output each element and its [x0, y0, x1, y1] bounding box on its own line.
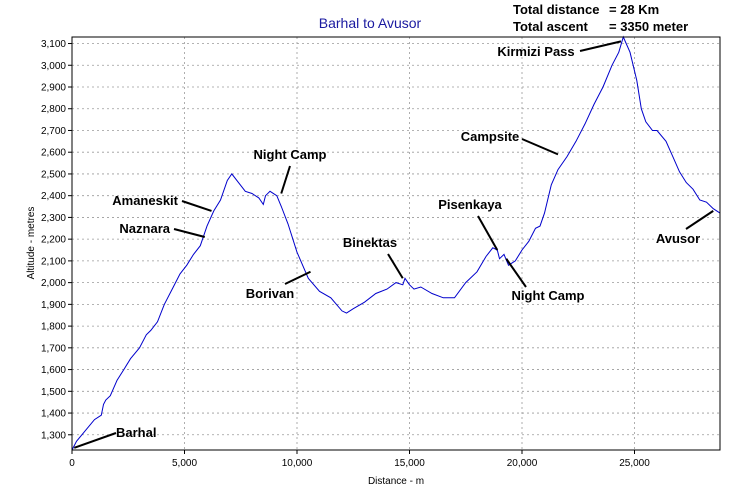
annotation-label: Night Camp: [512, 288, 585, 303]
x-tick-label: 20,000: [507, 458, 538, 469]
annotation-label: Borivan: [246, 286, 294, 301]
annotation-leader-line: [73, 432, 117, 449]
x-axis-title: Distance - m: [368, 476, 424, 487]
annotation-leader-line: [284, 270, 311, 285]
y-tick-label: 1,800: [41, 322, 66, 333]
annotation-label: Binektas: [343, 235, 397, 250]
total-ascent-label: Total ascent: [513, 19, 589, 34]
y-tick-label: 2,200: [41, 235, 66, 246]
y-tick-label: 1,500: [41, 387, 66, 398]
total-distance-value: = 28 Km: [609, 2, 659, 17]
annotation-leader-line: [280, 165, 291, 194]
x-tick-label: 25,000: [619, 458, 650, 469]
y-tick-label: 2,700: [41, 126, 66, 137]
annotation-label: Campsite: [461, 129, 520, 144]
y-tick-label: 1,900: [41, 300, 66, 311]
y-tick-label: 2,600: [41, 148, 66, 159]
x-tick-label: 10,000: [282, 458, 313, 469]
annotation-label: Barhal: [116, 425, 156, 440]
annotation-leader-line: [579, 40, 622, 52]
place-annotations: Barhal Naznara Amaneskit Night Camp Borivan B…: [73, 40, 714, 449]
y-axis-title: Altitude - metres: [26, 207, 37, 280]
annotation-leader-line: [477, 215, 499, 251]
y-tick-label: 2,900: [41, 82, 66, 93]
x-tick-label: 5,000: [172, 458, 197, 469]
annotation-label: Naznara: [119, 221, 170, 236]
y-tick-label: 3,000: [41, 61, 66, 72]
annotation-label: Night Camp: [254, 147, 327, 162]
y-tick-label: 2,800: [41, 104, 66, 115]
annotation-leader-line: [387, 253, 404, 279]
annotation-leader-line: [685, 210, 714, 230]
y-tick-label: 2,100: [41, 256, 66, 267]
annotation-label: Pisenkaya: [438, 197, 502, 212]
y-tick-label: 2,000: [41, 278, 66, 289]
annotation-label: Avusor: [656, 231, 700, 246]
annotation-label: Kirmizi Pass: [497, 44, 574, 59]
plot-frame: [71, 36, 721, 451]
annotation-leader-line: [521, 138, 559, 156]
y-tick-label: 1,600: [41, 365, 66, 376]
x-tick-label: 15,000: [394, 458, 425, 469]
annotation-leader-line: [173, 228, 206, 238]
chart-title: Barhal to Avusor: [319, 15, 422, 31]
annotation-leader-line: [181, 200, 212, 212]
y-tick-label: 2,400: [41, 191, 66, 202]
y-tick-label: 1,400: [41, 409, 66, 420]
total-ascent-value: = 3350 meter: [609, 19, 688, 34]
y-tick-label: 2,500: [41, 169, 66, 180]
y-tick-label: 1,700: [41, 343, 66, 354]
x-axis-ticks: 0 5,000 10,000 15,000 20,000 25,000: [69, 450, 650, 469]
y-tick-label: 3,100: [41, 39, 66, 50]
annotation-leader-line: [505, 258, 527, 288]
y-tick-label: 2,300: [41, 213, 66, 224]
elevation-profile-line: [71, 35, 721, 451]
x-tick-label: 0: [69, 458, 75, 469]
y-axis-ticks: 1,300 1,400 1,500 1,600 1,700 1,800 1,900 2,000…: [41, 39, 72, 441]
y-tick-label: 1,300: [41, 430, 66, 441]
total-distance-label: Total distance: [513, 2, 599, 17]
annotation-label: Amaneskit: [112, 193, 178, 208]
